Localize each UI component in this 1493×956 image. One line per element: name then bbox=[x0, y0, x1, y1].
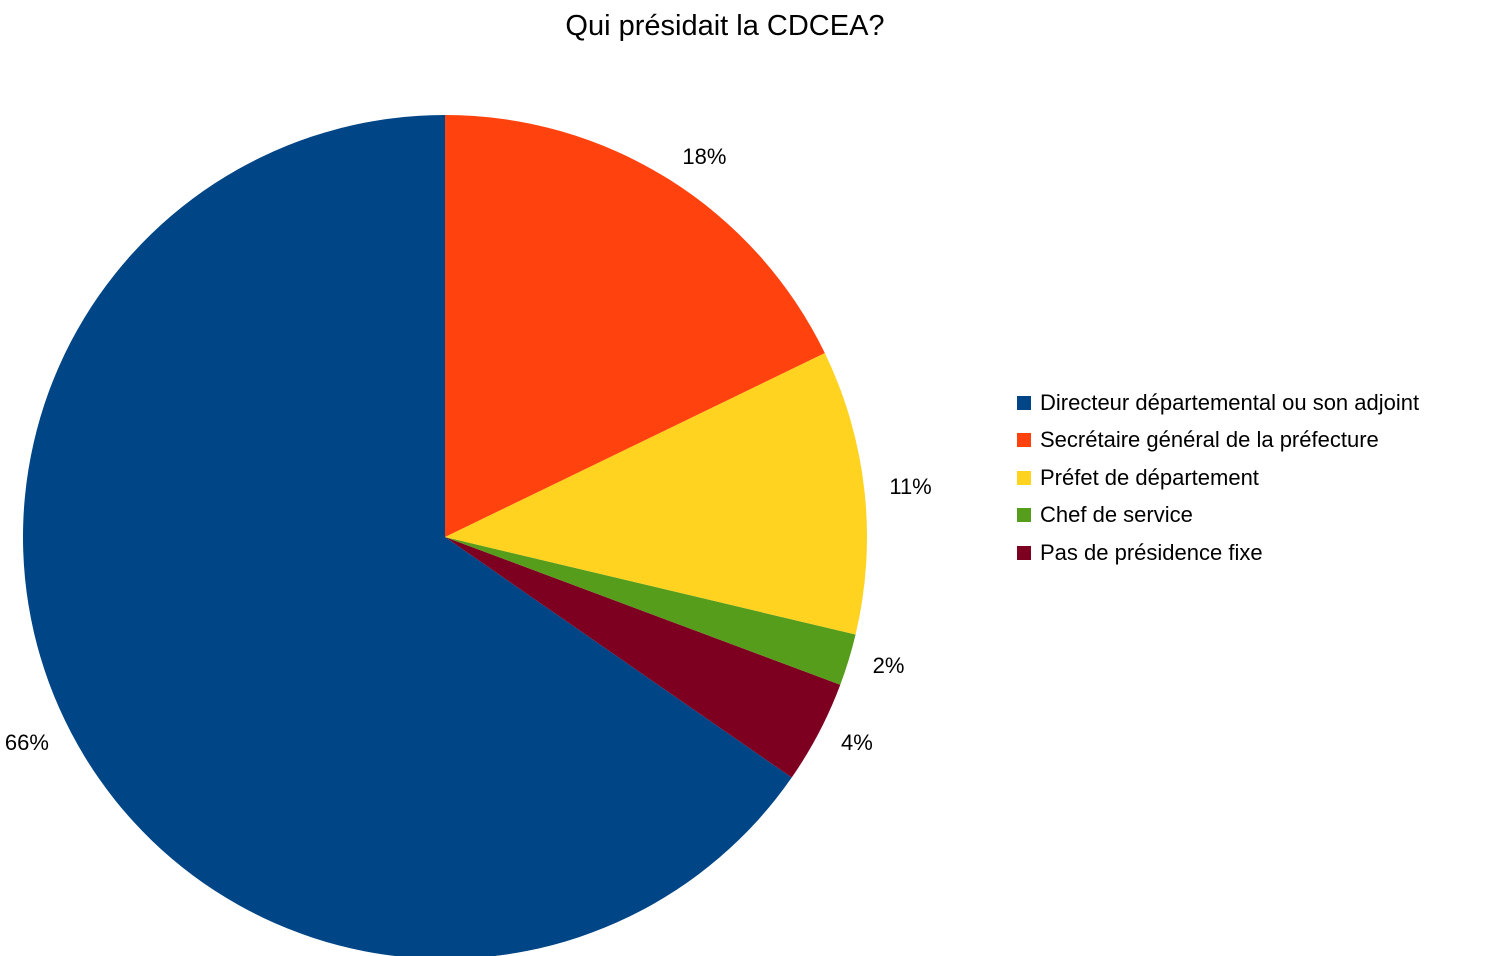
pie-slices bbox=[23, 115, 867, 956]
legend-label: Pas de présidence fixe bbox=[1040, 539, 1263, 565]
legend-swatch bbox=[1017, 395, 1031, 410]
legend-swatch bbox=[1017, 433, 1031, 448]
legend-item: Directeur départemental ou son adjoint bbox=[1017, 384, 1419, 422]
legend-swatch bbox=[1017, 470, 1031, 485]
pie-slice bbox=[23, 115, 792, 956]
slice-percent-label: 11% bbox=[889, 474, 931, 499]
legend-item: Chef de service bbox=[1017, 497, 1419, 535]
legend-swatch bbox=[1017, 545, 1031, 560]
pie-slice bbox=[445, 353, 867, 635]
legend-label: Chef de service bbox=[1040, 502, 1193, 528]
pie-slice bbox=[445, 537, 856, 685]
slice-percent-label: 18% bbox=[682, 144, 726, 169]
pie-slice bbox=[445, 537, 841, 778]
pie-labels: 66% 4% 2% 11% 18% bbox=[5, 144, 932, 755]
legend-item: Secrétaire général de la préfecture bbox=[1017, 422, 1419, 460]
pie-chart: 66% 4% 2% 11% 18% bbox=[5, 115, 932, 956]
slice-percent-label: 4% bbox=[841, 730, 873, 755]
slice-percent-label: 66% bbox=[5, 730, 49, 755]
chart-title: Qui présidait la CDCEA? bbox=[565, 10, 885, 42]
chart-legend: Directeur départemental ou son adjoint S… bbox=[1017, 384, 1419, 572]
legend-item: Pas de présidence fixe bbox=[1017, 534, 1419, 572]
legend-swatch bbox=[1017, 508, 1031, 523]
legend-item: Préfet de département bbox=[1017, 459, 1419, 497]
legend-label: Directeur départemental ou son adjoint bbox=[1040, 389, 1420, 415]
legend-label: Préfet de département bbox=[1040, 464, 1259, 490]
legend-label: Secrétaire général de la préfecture bbox=[1040, 427, 1379, 453]
slice-percent-label: 2% bbox=[873, 653, 905, 678]
pie-slice bbox=[445, 115, 825, 537]
